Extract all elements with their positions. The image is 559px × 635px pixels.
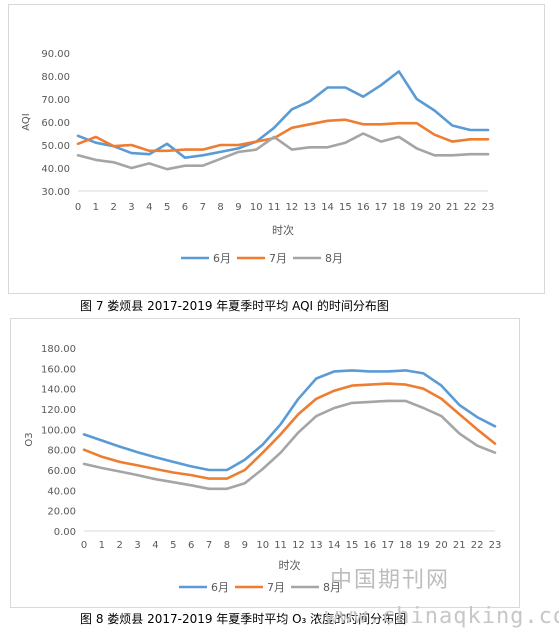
y-tick-label: 40.00 <box>41 164 70 175</box>
x-tick-label: 10 <box>256 540 269 551</box>
x-tick-label: 4 <box>146 202 152 213</box>
x-tick-label: 14 <box>328 540 341 551</box>
x-tick-label: 6 <box>182 202 188 213</box>
y-tick-label: 140.00 <box>41 385 76 396</box>
y-tick-label: 30.00 <box>41 187 70 198</box>
x-tick-label: 1 <box>93 202 99 213</box>
y-tick-label: 60.00 <box>41 118 70 129</box>
legend-label: 6月 <box>213 252 231 265</box>
x-tick-label: 12 <box>292 540 305 551</box>
y-tick-label: 80.00 <box>47 446 76 457</box>
x-tick-label: 8 <box>224 540 230 551</box>
series-line <box>76 132 490 171</box>
y-tick-label: 90.00 <box>41 49 70 60</box>
x-tick-label: 6 <box>188 540 194 551</box>
y-tick-label: 60.00 <box>47 466 76 477</box>
x-tick-label: 11 <box>268 202 281 213</box>
o3-chart-panel: 0.00 20.00 40.00 60.00 80.00 100.00 120.00 140.… <box>10 318 520 608</box>
x-tick-label: 5 <box>164 202 170 213</box>
x-tick-label: 5 <box>170 540 176 551</box>
x-tick-label: 20 <box>435 540 448 551</box>
x-tick-label: 4 <box>152 540 158 551</box>
x-tick-label: 22 <box>471 540 484 551</box>
x-tick-label: 13 <box>310 540 323 551</box>
figure-8-caption: 图 8 娄烦县 2017-2019 年夏季时平均 O₃ 浓度的时间分布图 <box>80 612 407 626</box>
x-tick-label: 19 <box>417 540 430 551</box>
x-tick-label: 20 <box>428 202 441 213</box>
series-line <box>82 369 497 472</box>
figure-7-caption: 图 7 娄烦县 2017-2019 年夏季时平均 AQI 的时间分布图 <box>80 299 389 313</box>
x-tick-label: 13 <box>303 202 316 213</box>
x-tick-label: 8 <box>217 202 223 213</box>
x-tick-label: 18 <box>393 202 406 213</box>
x-tick-label: 9 <box>242 540 248 551</box>
legend-label: 8月 <box>325 252 343 265</box>
y-tick-label: 160.00 <box>41 364 76 375</box>
legend-label: 7月 <box>267 581 285 594</box>
x-tick-label: 23 <box>482 202 495 213</box>
x-tick-label: 10 <box>250 202 263 213</box>
x-tick-label: 0 <box>75 202 81 213</box>
x-tick-label: 2 <box>117 540 123 551</box>
y-tick-label: 0.00 <box>54 527 76 538</box>
x-tick-label: 17 <box>381 540 394 551</box>
x-tick-label: 12 <box>286 202 299 213</box>
x-tick-label: 9 <box>235 202 241 213</box>
x-tick-label: 18 <box>399 540 412 551</box>
x-tick-label: 21 <box>446 202 459 213</box>
y-tick-label: 180.00 <box>41 344 76 355</box>
x-tick-label: 21 <box>453 540 466 551</box>
y-tick-label: 80.00 <box>41 72 70 83</box>
x-tick-label: 2 <box>110 202 116 213</box>
x-tick-label: 22 <box>464 202 477 213</box>
y-tick-label: 100.00 <box>41 425 76 436</box>
y-tick-label: 120.00 <box>41 405 76 416</box>
series-line <box>76 70 490 159</box>
x-tick-label: 15 <box>339 202 352 213</box>
aqi-chart-panel: 30.00 40.00 50.00 60.00 70.00 80.00 90.00 0 1 2 3 4… <box>8 4 545 294</box>
x-tick-label: 23 <box>489 540 502 551</box>
x-tick-label: 3 <box>134 540 140 551</box>
x-tick-label: 1 <box>99 540 105 551</box>
y-tick-label: 50.00 <box>41 141 70 152</box>
legend-label: 6月 <box>211 581 229 594</box>
x-tick-label: 17 <box>375 202 388 213</box>
y-tick-label: 70.00 <box>41 95 70 106</box>
x-tick-label: 14 <box>321 202 334 213</box>
x-tick-label: 16 <box>364 540 377 551</box>
watermark-url: www.chinaqking.com <box>325 604 559 629</box>
series-line <box>76 118 490 153</box>
x-tick-label: 16 <box>357 202 370 213</box>
x-tick-label: 15 <box>346 540 359 551</box>
series-line <box>82 382 497 480</box>
x-axis-title: 时次 <box>279 558 301 572</box>
y-tick-label: 40.00 <box>47 486 76 497</box>
x-axis-title: 时次 <box>272 223 294 237</box>
o3-line-chart: 0.00 20.00 40.00 60.00 80.00 100.00 120.00 140.… <box>24 344 502 594</box>
y-axis-title: O3 <box>24 432 35 446</box>
x-tick-label: 11 <box>274 540 287 551</box>
series-line <box>82 399 497 491</box>
legend-label: 8月 <box>323 581 341 594</box>
x-tick-label: 3 <box>128 202 134 213</box>
x-tick-label: 0 <box>81 540 87 551</box>
y-axis-title: AQI <box>21 113 32 131</box>
y-tick-label: 20.00 <box>47 507 76 518</box>
watermark-text: 中国期刊网 <box>330 568 451 593</box>
x-tick-label: 19 <box>410 202 423 213</box>
x-tick-label: 7 <box>200 202 206 213</box>
legend-label: 7月 <box>269 252 287 265</box>
x-tick-label: 7 <box>206 540 212 551</box>
